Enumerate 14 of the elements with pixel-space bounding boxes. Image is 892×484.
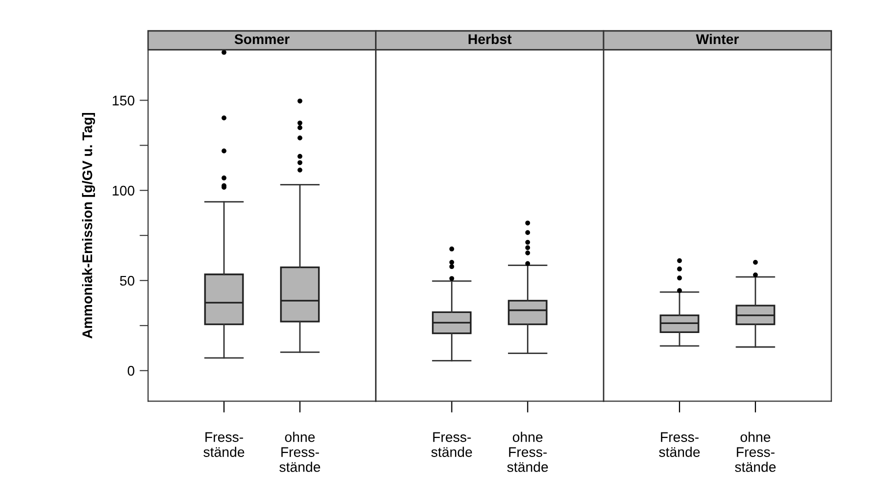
x-tick-label: Fress- stände <box>659 432 700 457</box>
chart-title: Winter <box>696 34 739 44</box>
y-axis-title: Ammoniak-Emission [g/GV u. Tag] <box>82 113 96 339</box>
x-tick-label: Fress- stände <box>204 432 244 457</box>
chart-title: Herbst <box>468 34 512 44</box>
x-tick-label: ohne Fress- stände <box>507 432 548 472</box>
x-tick-label: Fress- stände <box>431 432 472 457</box>
x-tick-label: ohne Fress- stände <box>734 432 776 472</box>
y-tick-label: 50 <box>120 276 134 286</box>
y-tick-label: 150 <box>112 96 134 106</box>
y-tick-label: 100 <box>112 186 134 196</box>
y-tick-label: 0 <box>128 366 134 376</box>
x-tick-label: ohne Fress- stände <box>279 432 320 472</box>
chart-title: Sommer <box>234 34 290 44</box>
